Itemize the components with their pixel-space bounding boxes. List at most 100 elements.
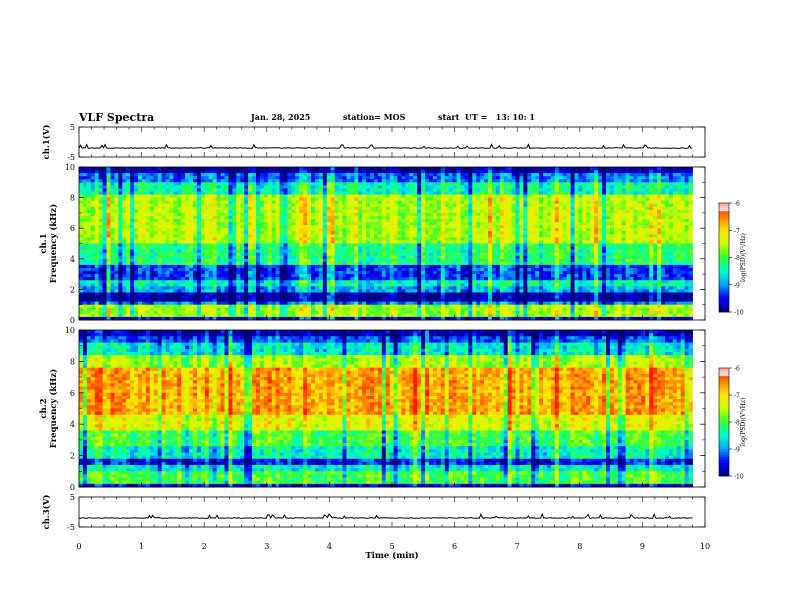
spectrogram-cell bbox=[582, 212, 587, 217]
spectrogram-cell bbox=[464, 167, 469, 171]
spectrogram-cell bbox=[484, 228, 489, 232]
spectrogram-cell bbox=[688, 173, 693, 177]
spectrogram-cell bbox=[566, 200, 571, 205]
spectrogram-cell bbox=[130, 188, 135, 192]
spectrogram-cell bbox=[350, 203, 355, 208]
spectrogram-cell bbox=[90, 246, 96, 251]
spectrogram-cell bbox=[397, 206, 402, 211]
spectrogram-cell bbox=[609, 200, 615, 205]
spectrogram-cell bbox=[216, 225, 221, 229]
spectrogram-cell bbox=[279, 176, 284, 180]
spectrogram-cell bbox=[429, 209, 434, 214]
spectrogram-cell bbox=[641, 255, 646, 260]
spectrogram-cell bbox=[543, 179, 548, 183]
spectrogram-cell bbox=[224, 246, 229, 251]
spectrogram-cell bbox=[621, 200, 627, 205]
spectrogram-cell bbox=[366, 225, 371, 229]
spectrogram-cell bbox=[554, 258, 560, 263]
spectrogram-cell bbox=[157, 249, 162, 254]
spectrogram-cell bbox=[86, 215, 92, 220]
spectrogram-cell bbox=[680, 182, 686, 186]
spectrogram-cell bbox=[417, 243, 422, 247]
spectrogram-cell bbox=[531, 209, 536, 214]
spectrogram-cell bbox=[236, 249, 241, 254]
spectrogram-cell bbox=[468, 203, 473, 208]
spectrogram-cell bbox=[397, 243, 402, 247]
spectrogram-cell bbox=[149, 258, 155, 263]
spectrogram-cell bbox=[354, 240, 359, 244]
spectrogram-cell bbox=[157, 234, 162, 238]
spectrogram-cell bbox=[664, 197, 670, 202]
spectrogram-cell bbox=[118, 176, 123, 180]
spectrogram-cell bbox=[385, 212, 391, 217]
spectrogram-cell bbox=[224, 240, 229, 244]
spectrogram-cell bbox=[244, 200, 249, 205]
spectrogram-cell bbox=[200, 173, 206, 177]
spectrogram-cell bbox=[613, 206, 619, 211]
spectrogram-cell bbox=[672, 246, 678, 251]
spectrogram-cell bbox=[283, 234, 288, 238]
spectrogram-cell bbox=[574, 212, 579, 217]
spectrogram-cell bbox=[409, 219, 414, 223]
spectrogram-cell bbox=[590, 188, 595, 192]
spectrogram-cell bbox=[464, 240, 469, 244]
spectrogram-cell bbox=[472, 182, 477, 186]
spectrogram-cell bbox=[602, 176, 607, 180]
spectrogram-cell bbox=[118, 179, 123, 183]
spectrogram-cell bbox=[196, 188, 202, 192]
spectrogram-cell bbox=[515, 246, 520, 251]
spectrogram-cell bbox=[98, 179, 103, 183]
spectrogram-cell bbox=[444, 209, 450, 214]
spectrogram-cell bbox=[448, 255, 453, 260]
spectrogram-cell bbox=[523, 167, 528, 171]
spectrogram-cell bbox=[181, 194, 186, 198]
spectrogram-cell bbox=[448, 215, 453, 220]
spectrogram-cell bbox=[303, 200, 308, 205]
spectrogram-cell bbox=[106, 212, 111, 217]
spectrogram-cell bbox=[429, 173, 434, 177]
spectrogram-cell bbox=[566, 243, 571, 247]
spectrogram-cell bbox=[212, 206, 218, 211]
spectrogram-cell bbox=[385, 185, 391, 189]
spectrogram-cell bbox=[354, 212, 359, 217]
spectrogram-cell bbox=[244, 212, 249, 217]
spectrogram-cell bbox=[688, 252, 693, 257]
spectrogram-cell bbox=[126, 185, 131, 189]
spectrogram-cell bbox=[562, 188, 568, 192]
spectrogram-cell bbox=[436, 179, 442, 183]
spectrogram-cell bbox=[303, 215, 308, 220]
spectrogram-cell bbox=[165, 228, 170, 232]
spectrogram-cell bbox=[299, 240, 304, 244]
spectrogram-cell bbox=[657, 215, 662, 220]
spectrogram-cell bbox=[145, 212, 151, 217]
spectrogram-cell bbox=[373, 240, 379, 244]
spectrogram-cell bbox=[661, 200, 666, 205]
spectrogram-cell bbox=[122, 225, 127, 229]
spectrogram-cell bbox=[196, 206, 202, 211]
spectrogram-cell bbox=[342, 209, 347, 214]
spectrogram-cell bbox=[672, 176, 678, 180]
spectrogram-cell bbox=[405, 231, 410, 235]
spectrogram-cell bbox=[661, 167, 666, 171]
spectrogram-cell bbox=[358, 215, 363, 220]
spectrogram-cell bbox=[342, 231, 347, 235]
y-tick-label: 5 bbox=[70, 123, 75, 132]
spectrogram-cell bbox=[106, 167, 111, 171]
spectrogram-cell bbox=[554, 234, 560, 238]
spectrogram-cell bbox=[405, 191, 410, 195]
spectrogram-cell bbox=[456, 191, 461, 195]
spectrogram-cell bbox=[550, 228, 556, 232]
spectrogram-cell bbox=[633, 215, 638, 220]
spectrogram-cell bbox=[94, 176, 100, 180]
spectrogram-cell bbox=[287, 203, 292, 208]
spectrogram-cell bbox=[409, 170, 414, 174]
spectrogram-cell bbox=[370, 258, 375, 263]
spectrogram-cell bbox=[562, 219, 568, 223]
spectrogram-cell bbox=[550, 252, 556, 257]
spectrogram-cell bbox=[90, 167, 96, 171]
spectrogram-cell bbox=[676, 252, 682, 257]
spectrogram-cell bbox=[519, 176, 524, 180]
spectrogram-cell bbox=[79, 240, 84, 244]
spectrogram-cell bbox=[291, 203, 296, 208]
spectrogram-cell bbox=[578, 197, 583, 202]
